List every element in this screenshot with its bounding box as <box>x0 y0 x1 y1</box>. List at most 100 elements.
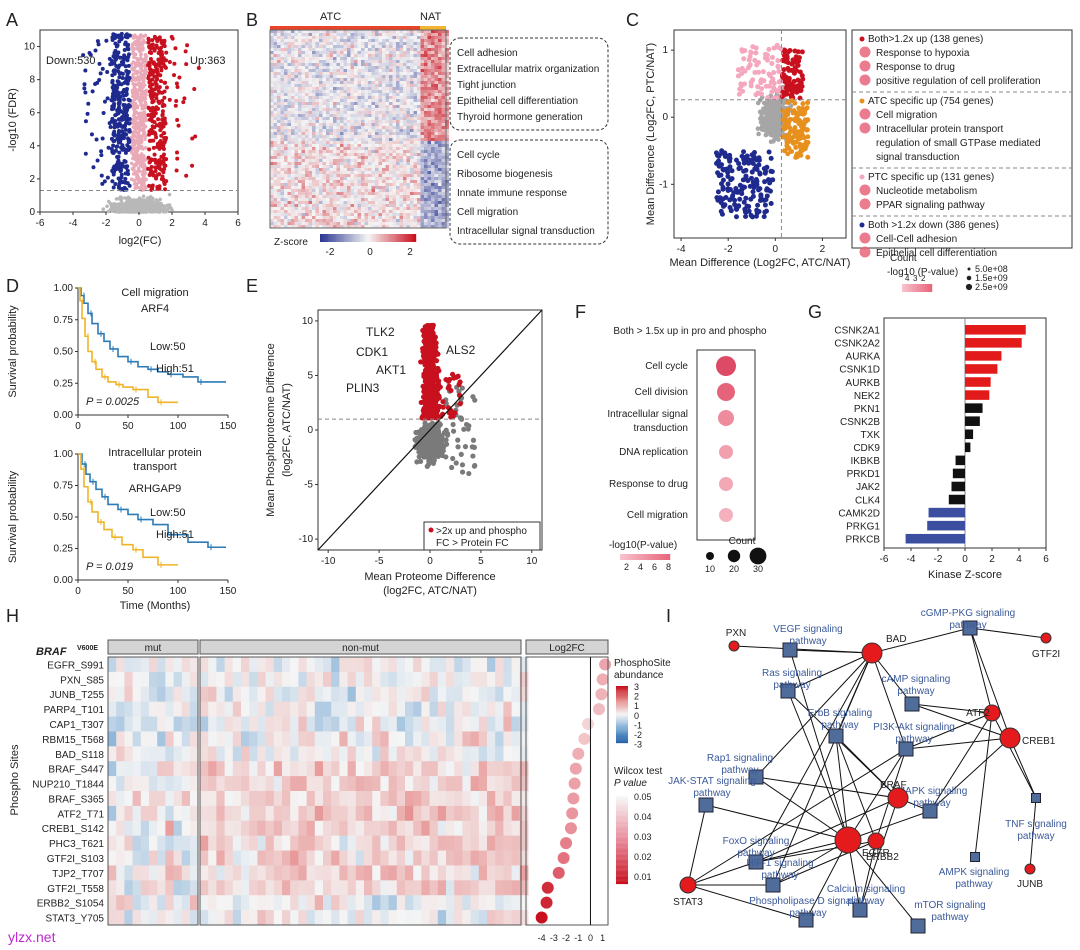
heatmap-cell <box>322 72 327 76</box>
heatmap-cell <box>399 150 404 154</box>
heatmap-cell <box>350 96 355 100</box>
heatmap-cell <box>273 204 278 208</box>
heatmap-cell <box>364 138 369 142</box>
heatmap-cell <box>340 36 344 40</box>
scatter-point <box>143 68 148 73</box>
heatmap-cell <box>315 102 320 106</box>
heatmap-cell <box>371 105 376 109</box>
heatmap-cell <box>322 165 327 169</box>
heatmap-cell <box>357 93 362 97</box>
heatmap-cell <box>434 177 439 181</box>
scatter-point <box>126 69 131 74</box>
heatmap-cell <box>312 33 316 37</box>
heatmap-cell <box>347 39 351 43</box>
heatmap-cell <box>284 183 288 187</box>
heatmap-cell <box>413 105 418 109</box>
heatmap-cell <box>319 180 323 184</box>
heatmap-cell <box>340 51 344 55</box>
heatmap-cell <box>441 69 446 73</box>
heatmap-cell <box>438 126 442 130</box>
heatmap-cell <box>329 153 334 157</box>
heatmap-cell <box>389 123 393 127</box>
scatter-point <box>120 110 125 115</box>
heatmap-cell <box>284 189 288 193</box>
heatmap-cell <box>273 189 278 193</box>
heatmap-cell <box>389 147 393 151</box>
heatmap-cell <box>336 126 341 130</box>
heatmap-cell <box>315 129 320 133</box>
heatmap-cell <box>284 174 288 178</box>
scatter-point <box>160 160 165 165</box>
heatmap-cell <box>287 111 292 115</box>
heatmap-cell <box>329 126 334 130</box>
heatmap-cell <box>347 36 351 40</box>
heatmap-cell <box>368 54 372 58</box>
heatmap-cell <box>406 81 411 85</box>
heatmap-cell <box>273 90 278 94</box>
heatmap-cell <box>441 72 446 76</box>
heatmap-cell <box>392 129 397 133</box>
heatmap-cell <box>291 60 295 64</box>
scatter-point <box>132 109 137 114</box>
heatmap-cell <box>291 132 295 136</box>
heatmap-cell <box>382 156 386 160</box>
heatmap-cell <box>350 30 355 34</box>
heatmap-cell <box>326 84 330 88</box>
heatmap-cell <box>291 195 295 199</box>
heatmap-cell <box>273 156 278 160</box>
heatmap-cell <box>280 51 285 55</box>
heatmap-cell <box>371 72 376 76</box>
scatter-point <box>150 206 155 210</box>
heatmap-cell <box>329 93 334 97</box>
heatmap-cell <box>371 69 376 73</box>
heatmap-cell <box>294 168 299 172</box>
scatter-point <box>141 132 146 137</box>
heatmap-cell <box>364 153 369 157</box>
heatmap-cell <box>427 99 432 103</box>
heatmap-cell <box>308 204 313 208</box>
heatmap-cell <box>375 114 379 118</box>
heatmap-cell <box>329 213 334 217</box>
heatmap-cell <box>287 147 292 151</box>
heatmap-cell <box>424 177 428 181</box>
heatmap-cell <box>392 111 397 115</box>
heatmap-cell <box>350 39 355 43</box>
heatmap-cell <box>378 183 383 187</box>
heatmap-cell <box>382 66 386 70</box>
heatmap-cell <box>287 87 292 91</box>
heatmap-cell <box>378 123 383 127</box>
heatmap-cell <box>417 159 421 163</box>
heatmap-cell <box>298 129 302 133</box>
heatmap-cell <box>322 150 327 154</box>
heatmap-cell <box>441 87 446 91</box>
heatmap-cell <box>410 201 414 205</box>
heatmap-cell <box>298 90 302 94</box>
heatmap-cell <box>396 126 400 130</box>
heatmap-cell <box>280 132 285 136</box>
heatmap-cell <box>410 135 414 139</box>
heatmap-cell <box>438 207 442 211</box>
heatmap-cell <box>378 186 383 190</box>
heatmap-cell <box>413 120 418 124</box>
heatmap-cell <box>350 90 355 94</box>
heatmap-cell <box>329 72 334 76</box>
heatmap-cell <box>280 87 285 91</box>
heatmap-cell <box>298 54 302 58</box>
heatmap-cell <box>385 78 390 82</box>
heatmap-cell <box>287 192 292 196</box>
heatmap-cell <box>270 180 274 184</box>
heatmap-cell <box>326 69 330 73</box>
heatmap-cell <box>315 57 320 61</box>
heatmap-cell <box>270 174 274 178</box>
scatter-point <box>133 119 138 124</box>
heatmap-cell <box>431 48 435 52</box>
heatmap-cell <box>382 33 386 37</box>
heatmap-cell <box>291 171 295 175</box>
heatmap-cell <box>319 90 323 94</box>
heatmap-cell <box>357 171 362 175</box>
heatmap-cell <box>399 156 404 160</box>
heatmap-cell <box>357 207 362 211</box>
heatmap-cell <box>336 177 341 181</box>
heatmap-cell <box>305 207 309 211</box>
